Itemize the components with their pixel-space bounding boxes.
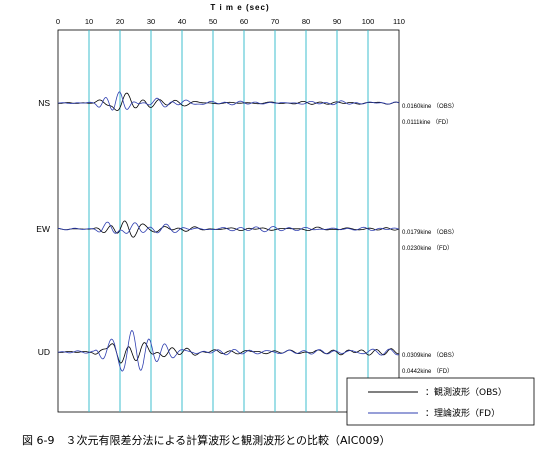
component-label-ud: UD	[38, 347, 50, 357]
plot-frame	[57, 29, 400, 413]
legend-box	[346, 377, 535, 426]
x-tick-label-10: 10	[85, 17, 93, 26]
ud-fd-amplitude: 0.0442kine （FD）	[402, 368, 453, 375]
legend: ：観測波形（OBS） ：理論波形（FD）	[346, 377, 535, 426]
x-tick-label-110: 110	[393, 17, 405, 26]
ns-fd-waveform	[58, 91, 400, 111]
ud-fd-waveform	[57, 330, 400, 372]
legend-fd-label: ：理論波形（FD）	[425, 407, 500, 419]
x-tick-labels: 0 10 20 30 40 50 60 70 80 90 100 110	[56, 17, 405, 26]
ew-obs-waveform	[57, 220, 400, 238]
waveform-traces	[57, 91, 400, 372]
x-tick-label-20: 20	[116, 17, 124, 26]
component-label-ns: NS	[38, 98, 50, 108]
x-tick-label-100: 100	[362, 17, 375, 26]
x-tick-label-40: 40	[178, 17, 186, 26]
ud-obs-amplitude: 0.0309kine （OBS）	[402, 352, 458, 359]
ew-fd-amplitude: 0.0230kine （FD）	[402, 245, 453, 252]
ns-obs-waveform	[57, 92, 400, 111]
figure-caption: 図 6-9 ３次元有限差分法による計算波形と観測波形との比較（AIC009）	[22, 434, 391, 447]
x-tick-label-70: 70	[271, 17, 279, 26]
x-tick-label-90: 90	[333, 17, 341, 26]
x-tick-label-50: 50	[209, 17, 217, 26]
x-tick-label-0: 0	[56, 17, 60, 26]
ew-fd-waveform	[57, 221, 400, 234]
grid-lines	[88, 30, 369, 412]
component-label-ew: EW	[36, 224, 50, 234]
component-labels: NS 0.0160kine （OBS） 0.0111kine （FD） EW 0.017…	[36, 98, 457, 375]
x-tick-label-30: 30	[147, 17, 155, 26]
ns-fd-amplitude: 0.0111kine （FD）	[402, 119, 452, 126]
ud-obs-waveform	[58, 342, 400, 364]
x-tick-label-80: 80	[302, 17, 310, 26]
ns-obs-amplitude: 0.0160kine （OBS）	[402, 103, 458, 110]
ew-obs-amplitude: 0.0179kine （OBS）	[402, 229, 458, 236]
legend-obs-label: ：観測波形（OBS）	[425, 386, 507, 398]
x-tick-label-60: 60	[240, 17, 248, 26]
x-axis-title: T i m e (sec)	[210, 3, 269, 12]
